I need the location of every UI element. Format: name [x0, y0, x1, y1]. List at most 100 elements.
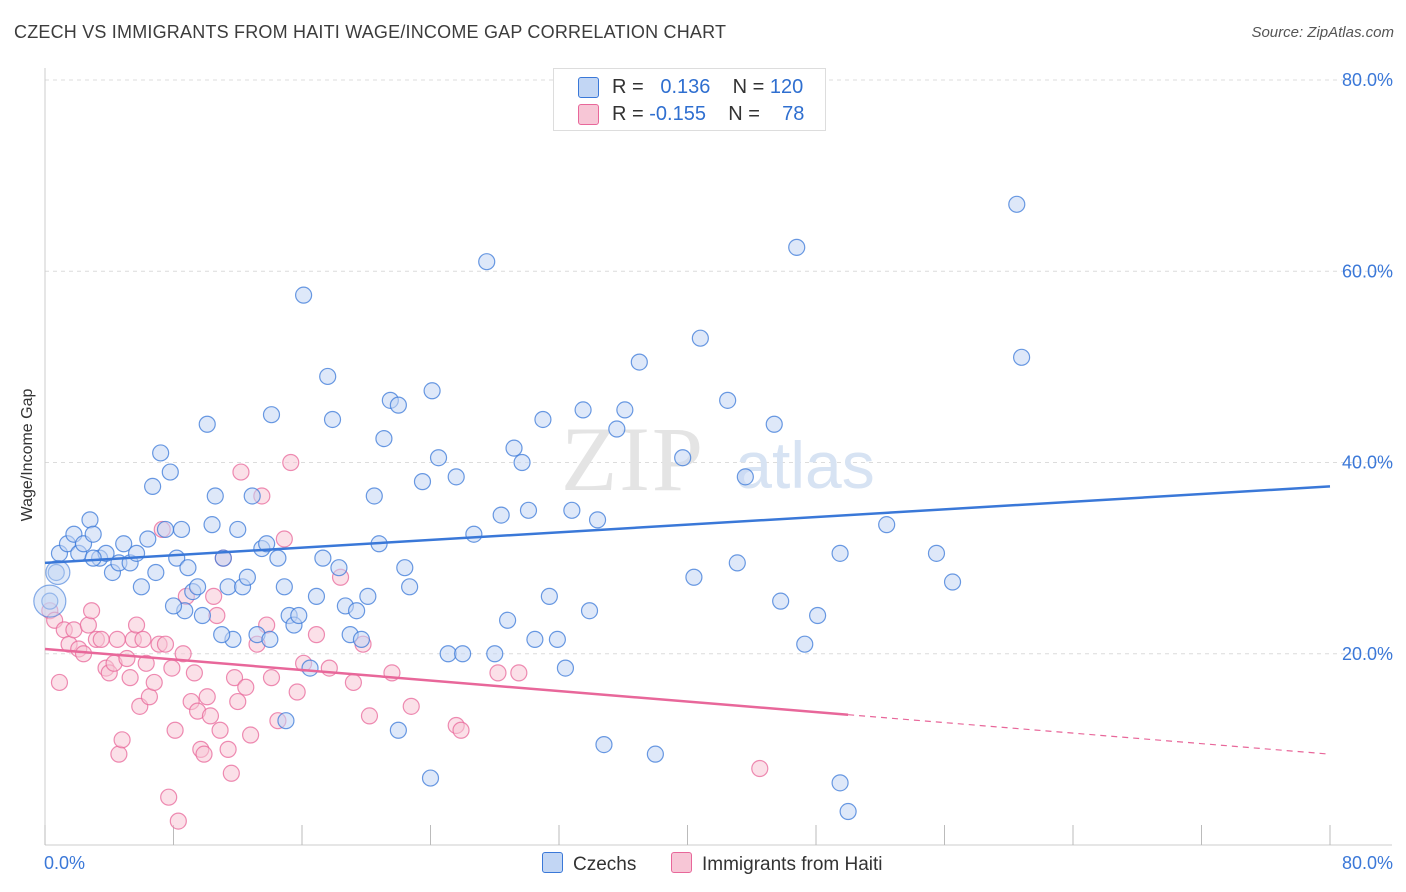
- data-point-czech: [513, 453, 531, 472]
- data-point-czech: [478, 253, 496, 271]
- data-point-czech: [401, 578, 419, 596]
- data-point-haiti: [242, 726, 260, 744]
- data-point-czech: [809, 606, 827, 625]
- data-point-haiti: [282, 453, 300, 472]
- data-point-czech: [243, 487, 261, 505]
- y-tick-label: 60.0%: [1342, 261, 1393, 281]
- data-point-czech: [229, 520, 247, 539]
- data-point-haiti: [452, 721, 470, 739]
- data-point-haiti: [402, 697, 420, 715]
- data-point-czech: [33, 584, 67, 618]
- data-point-haiti: [225, 669, 244, 687]
- data-point-haiti: [201, 707, 220, 725]
- data-point-czech: [179, 559, 197, 577]
- watermark-atlas: atlas: [735, 428, 874, 502]
- source-label: Source: ZipAtlas.com: [1251, 24, 1394, 41]
- data-point-czech: [198, 415, 216, 433]
- data-point-czech: [323, 410, 342, 429]
- legend-n-label: N =: [728, 103, 760, 125]
- correlation-legend: R = 0.136 N = 120 R = -0.155 N = 78: [553, 68, 826, 131]
- data-point-czech: [796, 635, 814, 653]
- grid-lines: [45, 79, 1392, 655]
- legend-r-label: R =: [612, 103, 644, 125]
- data-point-czech: [152, 444, 170, 462]
- data-point-haiti: [65, 621, 83, 639]
- data-point-haiti: [205, 587, 223, 605]
- data-point-czech: [1008, 195, 1026, 213]
- legend-swatch-czech: [578, 77, 599, 98]
- data-point-czech: [519, 501, 538, 519]
- trend-line-haiti-extrapolated: [848, 714, 1331, 755]
- data-point-haiti: [288, 683, 306, 701]
- trend-lines: [44, 485, 1331, 755]
- data-point-czech: [736, 468, 754, 486]
- y-tick-label: 40.0%: [1342, 453, 1393, 473]
- data-point-czech: [831, 544, 849, 562]
- data-point-czech: [115, 535, 133, 553]
- data-point-haiti: [134, 630, 152, 649]
- data-point-haiti: [169, 812, 187, 830]
- legend-r-value: -0.155: [649, 103, 706, 125]
- data-point-czech: [421, 769, 440, 787]
- data-point-czech: [307, 587, 326, 605]
- data-point-czech: [526, 630, 544, 649]
- data-point-czech: [616, 401, 634, 419]
- data-point-haiti: [113, 731, 131, 749]
- data-point-czech: [161, 463, 179, 481]
- data-point-czech: [943, 573, 962, 591]
- data-point-czech: [277, 712, 295, 730]
- data-point-haiti: [307, 626, 326, 644]
- data-point-czech: [646, 745, 664, 763]
- data-point-haiti: [195, 745, 213, 763]
- legend-n-value: 120: [769, 76, 804, 98]
- data-point-czech: [831, 774, 849, 792]
- data-point-haiti: [121, 669, 139, 687]
- data-point-haiti: [156, 635, 175, 653]
- data-point-czech: [375, 429, 393, 448]
- data-point-haiti: [208, 606, 226, 625]
- data-point-czech: [396, 559, 414, 577]
- bottom-legend-haiti: Immigrants from Haiti: [671, 852, 883, 876]
- data-point-haiti: [163, 659, 181, 677]
- data-point-haiti: [211, 721, 229, 739]
- trend-line-czech: [44, 485, 1331, 565]
- data-point-czech: [927, 544, 946, 562]
- data-point-czech: [765, 415, 783, 433]
- data-point-czech: [147, 563, 165, 582]
- data-point-haiti: [174, 645, 192, 663]
- y-tick-label: 20.0%: [1342, 644, 1393, 664]
- data-point-czech: [608, 420, 626, 438]
- y-axis-label: Wage/Income Gap: [19, 388, 36, 522]
- bottom-legend-label-czechs: Czechs: [573, 854, 637, 875]
- data-point-czech: [685, 568, 703, 586]
- legend-n-label: N =: [732, 76, 765, 98]
- data-point-czech: [486, 645, 504, 663]
- data-point-czech: [290, 606, 308, 625]
- data-point-czech: [540, 587, 558, 605]
- data-point-czech: [772, 592, 790, 610]
- data-point-czech: [258, 535, 276, 553]
- data-point-czech: [206, 487, 224, 505]
- data-point-czech: [423, 382, 441, 400]
- data-point-czech: [878, 516, 896, 534]
- data-point-czech: [674, 449, 692, 467]
- legend-text-czech: R = 0.136 N = 120: [612, 76, 803, 99]
- data-point-haiti: [262, 669, 281, 687]
- data-point-czech: [588, 511, 607, 529]
- data-point-haiti: [510, 664, 528, 682]
- data-point-haiti: [110, 745, 128, 763]
- data-point-czech: [164, 597, 183, 615]
- bottom-legend-czechs: Czechs: [542, 852, 636, 876]
- data-point-czech: [144, 477, 162, 496]
- data-point-haiti: [92, 630, 110, 649]
- data-point-haiti: [275, 530, 293, 548]
- data-point-haiti: [222, 764, 240, 782]
- legend-r-value: 0.136: [660, 76, 711, 98]
- data-point-haiti: [50, 673, 69, 692]
- data-point-czech: [839, 802, 857, 821]
- data-point-czech: [156, 520, 175, 539]
- legend-n-value: 78: [782, 103, 805, 125]
- data-point-czech: [492, 506, 510, 524]
- data-point-haiti: [82, 602, 101, 620]
